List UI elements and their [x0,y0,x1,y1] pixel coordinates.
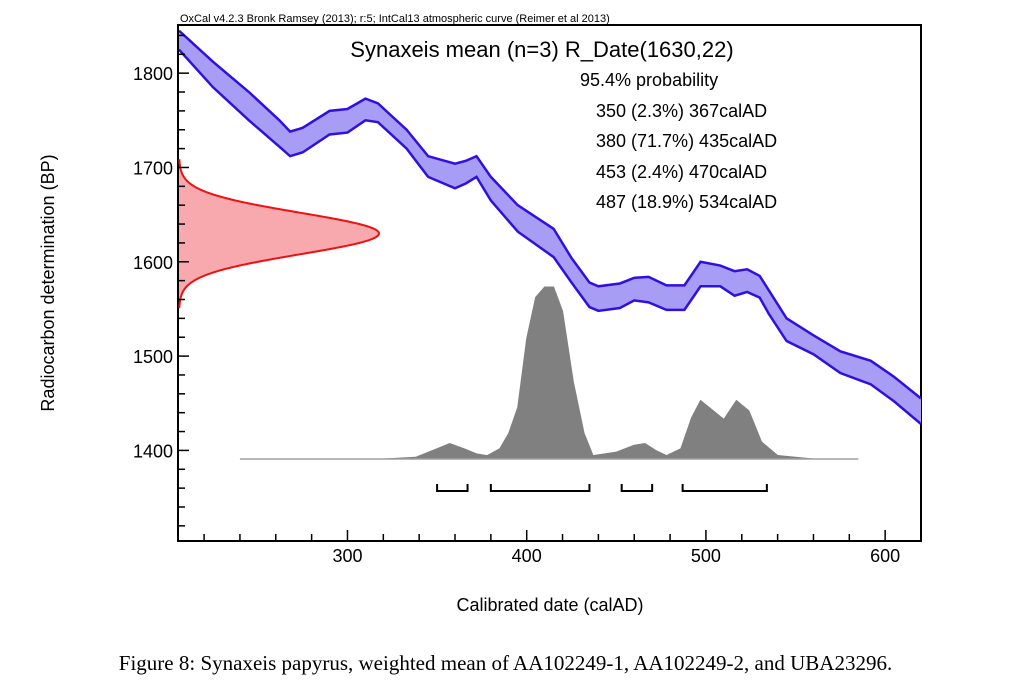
figure-caption: Figure 8: Synaxeis papyrus, weighted mea… [118,651,893,675]
range-label: 487 (18.9%) 534calAD [596,192,777,212]
probability-range-bracket [681,484,768,492]
x-tick-label: 500 [691,546,721,566]
radiocarbon-date-area [179,158,379,309]
probability-range-bracket [436,484,469,492]
chart-header: OxCal v4.2.3 Bronk Ramsey (2013); r:5; I… [180,13,610,25]
probability-range-bracket [620,484,654,492]
calibration-lower-line [179,48,921,425]
chart-title: Synaxeis mean (n=3) R_Date(1630,22) [350,37,733,62]
calibrated-distribution [239,286,859,460]
x-axis-label: Calibrated date (calAD) [456,595,643,615]
x-tick-label: 300 [332,546,362,566]
y-tick-label: 1400 [133,441,173,461]
calibration-upper-line [179,29,921,400]
x-tick-label: 600 [870,546,900,566]
y-tick-label: 1700 [133,158,173,178]
range-label: 380 (71.7%) 435calAD [596,131,777,151]
range-label: 453 (2.4%) 470calAD [596,162,767,182]
plot-frame [177,24,922,542]
probability-range-bracket [489,484,591,492]
range-label: 350 (2.3%) 367calAD [596,101,767,121]
y-tick-label: 1600 [133,253,173,273]
y-tick-label: 1800 [133,64,173,84]
y-axis-label: Radiocarbon determination (BP) [38,154,58,411]
radiocarbon-date-curve [178,159,381,309]
chart: 300 400 500 600 1400 1500 1600 1700 1800 OxCal v… [38,13,922,615]
probability-label: 95.4% probability [580,70,718,90]
y-tick-label: 1500 [133,347,173,367]
x-tick-label: 400 [512,546,542,566]
